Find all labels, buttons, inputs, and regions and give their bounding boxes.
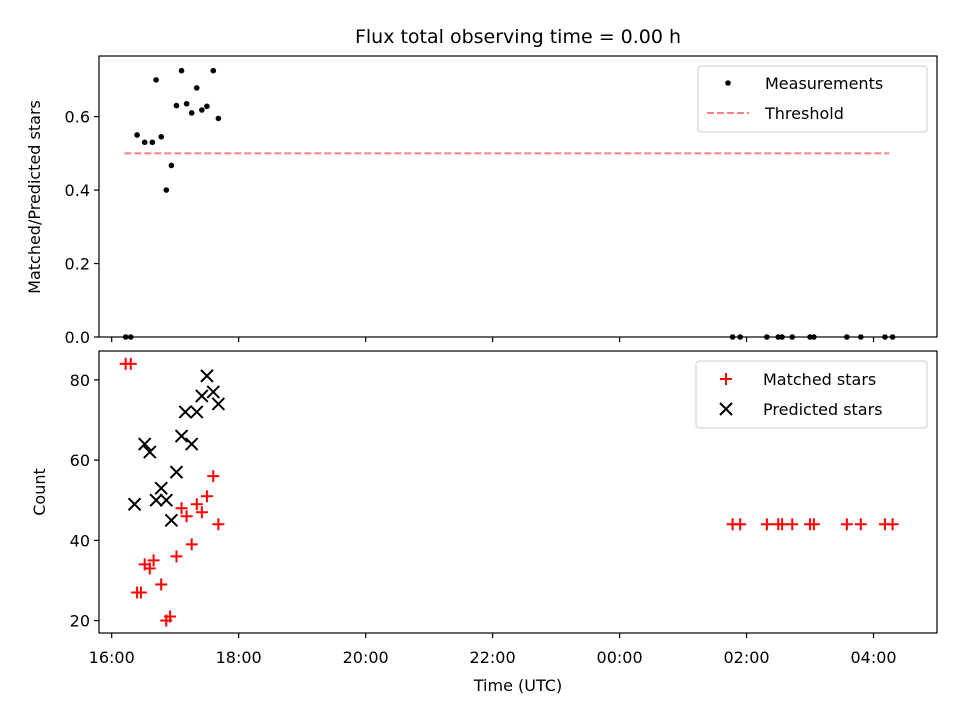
top-y-tick-label-2: 0.4 <box>65 181 90 200</box>
predicted-stars-point-15 <box>211 397 226 411</box>
top-y-axis-label: Matched/Predicted stars <box>25 100 44 294</box>
legend-matched-marker <box>720 373 732 385</box>
bottom-panel: 20 40 60 80 16:00 18:00 20:00 22:00 00:00 02:00 04… <box>30 350 938 695</box>
predicted-stars-point-5 <box>159 493 174 507</box>
matched-stars-point-21 <box>760 518 773 531</box>
measurements-point-11 <box>183 100 190 107</box>
bottom-x-tick-label-4: 00:00 <box>597 648 643 667</box>
measurements-point-12 <box>188 110 195 116</box>
matched-stars-point-16 <box>200 490 213 503</box>
predicted-stars-point-0 <box>127 497 142 511</box>
matched-stars-point-3 <box>134 586 147 599</box>
matched-stars-point-6 <box>147 554 160 567</box>
measurements-point-15 <box>204 103 210 110</box>
legend-matched-label: Matched stars <box>763 370 876 389</box>
top-legend-box <box>697 65 928 133</box>
predicted-stars-point-9 <box>178 405 193 419</box>
measurements-point-10 <box>178 67 185 74</box>
bottom-x-tick-label-5: 02:00 <box>723 648 769 667</box>
matched-stars-point-14 <box>190 498 203 511</box>
bottom-y-axis-label: Count <box>30 468 49 516</box>
bottom-y-tick-label-0: 20 <box>70 612 90 631</box>
measurements-point-9 <box>173 102 180 109</box>
matched-stars-point-24 <box>786 518 799 531</box>
matched-stars-point-18 <box>212 518 225 531</box>
predicted-stars-point-4 <box>154 481 168 495</box>
matched-stars-point-9 <box>164 610 177 623</box>
matched-stars-point-11 <box>175 502 188 515</box>
measurements-point-2 <box>134 132 140 138</box>
top-y-tick-label-0: 0.0 <box>65 328 90 347</box>
measurements-point-4 <box>149 139 156 146</box>
bottom-plot-area <box>119 357 899 627</box>
top-y-tick-label-1: 0.2 <box>65 255 90 274</box>
bottom-x-tick-label-2: 20:00 <box>343 648 389 667</box>
bottom-y-tick-label-1: 40 <box>70 531 90 550</box>
matched-stars-point-12 <box>180 510 193 523</box>
predicted-stars-point-11 <box>190 405 204 419</box>
chart-title: Flux total observing time = 0.00 h <box>355 26 681 48</box>
bottom-legend: Matched stars Predicted stars <box>695 360 928 429</box>
matched-stars-point-23 <box>776 518 789 531</box>
bottom-x-tick-label-0: 16:00 <box>89 648 135 667</box>
predicted-stars-point-3 <box>149 493 163 507</box>
bottom-y-tick-label-3: 80 <box>70 371 90 390</box>
legend-measurements-marker <box>725 80 731 86</box>
top-y-tick-label-3: 0.6 <box>65 108 90 127</box>
legend-measurements-label: Measurements <box>765 74 883 93</box>
top-plot-area <box>122 67 896 340</box>
bottom-axes-frame <box>98 350 938 634</box>
predicted-stars-point-8 <box>174 429 189 443</box>
predicted-stars-point-10 <box>184 437 199 451</box>
measurements-point-17 <box>215 115 222 122</box>
bottom-x-tick-label-1: 18:00 <box>216 648 262 667</box>
measurements-point-8 <box>168 162 175 169</box>
bottom-x-axis-label: Time (UTC) <box>473 676 562 695</box>
predicted-stars-point-2 <box>143 445 157 459</box>
measurements-point-3 <box>141 139 148 146</box>
bottom-x-tick-label-6: 04:00 <box>850 648 896 667</box>
legend-predicted-label: Predicted stars <box>763 400 883 419</box>
matched-stars-point-20 <box>734 518 747 531</box>
legend-predicted-marker <box>719 402 733 416</box>
matched-stars-point-7 <box>155 578 168 591</box>
matched-stars-point-26 <box>807 518 820 531</box>
measurements-point-5 <box>153 77 159 83</box>
predicted-stars-point-1 <box>138 437 152 451</box>
legend-threshold-label: Threshold <box>764 104 844 123</box>
predicted-stars-point-14 <box>206 385 220 399</box>
measurements-point-7 <box>163 187 170 193</box>
matched-stars-point-17 <box>207 470 220 483</box>
matched-stars-point-1 <box>124 357 137 370</box>
bottom-x-tick-label-3: 22:00 <box>470 648 516 667</box>
matched-stars-point-15 <box>195 506 208 519</box>
measurements-point-14 <box>199 107 205 113</box>
bottom-legend-box <box>695 360 928 429</box>
matched-stars-point-30 <box>886 518 899 531</box>
top-panel: 0.0 0.2 0.4 0.6 Matched/Predicted stars Mea… <box>25 55 938 347</box>
bottom-axis-ticks: 20 40 60 80 16:00 18:00 20:00 22:00 00:00 02:00 04… <box>70 371 897 667</box>
predicted-stars-point-7 <box>169 465 184 479</box>
matched-stars-point-27 <box>840 518 853 531</box>
bottom-y-tick-label-2: 60 <box>70 451 90 470</box>
measurements-point-6 <box>158 134 165 140</box>
predicted-stars-point-12 <box>195 389 209 403</box>
measurements-point-16 <box>210 67 217 74</box>
predicted-stars-point-6 <box>164 513 179 527</box>
top-axes-frame <box>98 55 938 338</box>
measurements-point-13 <box>193 85 200 91</box>
predicted-stars-point-13 <box>200 369 214 383</box>
matched-stars-point-28 <box>854 518 867 531</box>
top-legend: Measurements Threshold <box>697 65 928 133</box>
matched-stars-point-13 <box>185 538 198 551</box>
matched-stars-point-10 <box>170 550 183 563</box>
matched-stars-point-5 <box>143 562 156 575</box>
top-axis-ticks: 0.0 0.2 0.4 0.6 <box>65 108 875 347</box>
